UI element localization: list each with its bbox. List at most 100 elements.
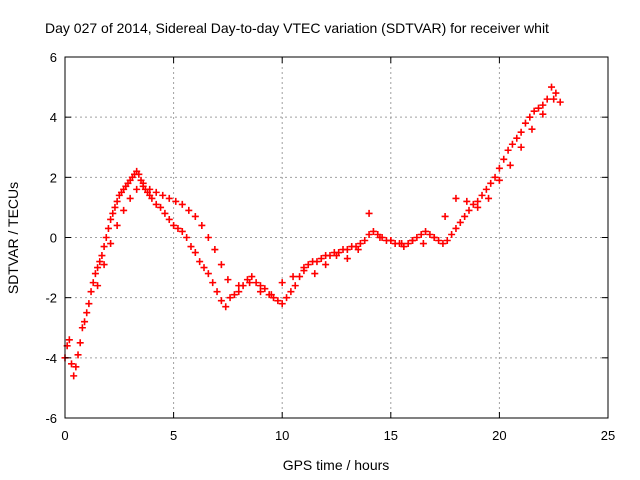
data-point [224, 276, 232, 284]
data-point [187, 243, 195, 251]
data-point [217, 297, 225, 305]
data-point [256, 282, 264, 290]
data-point [274, 297, 282, 305]
data-point [135, 170, 143, 178]
data-point [430, 234, 438, 241]
data-point [89, 279, 97, 287]
data-point [96, 258, 104, 266]
data-point [91, 270, 99, 278]
data-point [157, 203, 165, 211]
data-point [146, 185, 154, 193]
x-tick-label: 10 [275, 428, 289, 443]
data-point [448, 230, 456, 238]
x-tick-label: 15 [384, 428, 398, 443]
data-point [326, 252, 334, 260]
data-point [495, 176, 503, 184]
data-point [217, 261, 225, 269]
data-point [76, 339, 84, 347]
data-point [296, 273, 304, 281]
data-point [474, 203, 482, 211]
data-point [491, 173, 499, 181]
data-point [404, 240, 412, 248]
x-axis-title: GPS time / hours [283, 457, 390, 473]
y-tick-label: 6 [50, 50, 57, 65]
y-tick-label: -2 [45, 291, 57, 306]
data-point [113, 221, 121, 229]
data-point [226, 294, 234, 302]
data-point [548, 83, 556, 91]
data-point [107, 240, 115, 248]
data-point [246, 279, 254, 287]
data-point [256, 288, 264, 296]
data-point [222, 303, 230, 311]
data-point [304, 261, 312, 269]
data-point [508, 140, 516, 148]
data-point [74, 351, 82, 359]
data-point [469, 200, 477, 208]
data-point [463, 197, 471, 205]
data-point [322, 261, 330, 269]
data-point [78, 324, 86, 332]
y-tick-label: 4 [50, 110, 57, 125]
data-point [439, 240, 447, 248]
data-point [70, 372, 78, 380]
data-point [387, 237, 395, 245]
data-point [422, 227, 430, 235]
data-point [172, 197, 180, 205]
chart-title: Day 027 of 2014, Sidereal Day-to-day VTE… [45, 20, 549, 36]
data-point [289, 273, 297, 281]
data-point [435, 237, 443, 245]
data-point [500, 155, 508, 163]
data-point [417, 230, 425, 238]
data-point [109, 209, 117, 217]
y-tick-label: 0 [50, 231, 57, 246]
data-point [68, 360, 76, 368]
data-point [209, 279, 217, 287]
data-point [198, 221, 206, 229]
data-point [369, 227, 377, 235]
data-point [100, 243, 108, 251]
data-point [278, 300, 286, 308]
data-point [461, 212, 469, 220]
data-point [204, 270, 212, 278]
data-point [159, 191, 167, 199]
data-point [191, 249, 199, 257]
grid-layer [65, 57, 608, 418]
data-point [550, 95, 558, 103]
data-point [291, 282, 299, 290]
data-point [94, 264, 102, 272]
data-point [311, 270, 319, 278]
data-point [148, 194, 156, 202]
y-axis-title: SDTVAR / TECUs [5, 182, 21, 294]
x-tick-label: 25 [601, 428, 615, 443]
data-point [200, 264, 208, 272]
data-point [283, 294, 291, 302]
data-point [506, 161, 514, 169]
data-point [356, 240, 364, 248]
data-point [487, 179, 495, 187]
data-point [113, 197, 121, 205]
data-point [100, 261, 108, 269]
data-point [376, 234, 384, 241]
data-point [517, 143, 525, 151]
data-point [443, 237, 451, 245]
data-point [111, 203, 119, 211]
data-point [441, 212, 449, 220]
data-point [87, 288, 95, 296]
data-point [98, 252, 106, 260]
data-point [85, 300, 93, 308]
data-point [517, 128, 525, 136]
data-point [178, 227, 186, 235]
data-point [365, 209, 373, 217]
data-point [185, 206, 193, 214]
data-point [419, 240, 427, 248]
data-point [191, 212, 199, 220]
y-tick-label: -6 [45, 411, 57, 426]
data-point [104, 224, 112, 232]
data-point [333, 252, 340, 260]
data-point [534, 104, 542, 112]
data-point [83, 309, 91, 317]
data-point [552, 89, 560, 97]
data-point [528, 125, 536, 133]
